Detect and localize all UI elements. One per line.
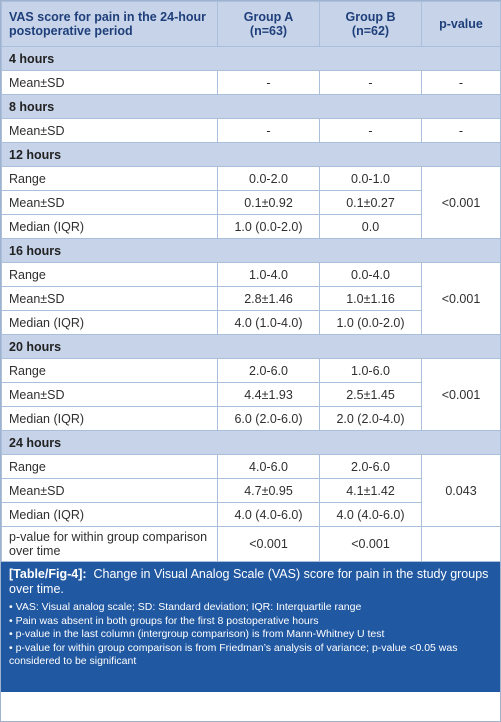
p-value-cell: 0.043 <box>421 454 501 527</box>
section-title: 16 hours <box>1 238 501 263</box>
group-b-value: - <box>319 70 422 95</box>
group-b-value: 2.0 (2.0-4.0) <box>319 406 422 431</box>
caption-notes: VAS: Visual analog scale; SD: Standard d… <box>9 601 492 669</box>
table-row: Mean±SD - - - <box>1 70 501 95</box>
table-row: Range 2.0-6.0 1.0-6.0 <0.001 <box>1 358 501 431</box>
table-row: Range 0.0-2.0 0.0-1.0 <0.001 <box>1 166 501 239</box>
group-a-value: - <box>217 70 320 95</box>
caption-title: [Table/Fig-4]: Change in Visual Analog S… <box>9 567 492 597</box>
row-label: Median (IQR) <box>1 406 218 431</box>
table-row: Mean±SD 4.4±1.93 2.5±1.45 <box>1 382 501 407</box>
p-value-cell: <0.001 <box>421 262 501 335</box>
caption-tag: [Table/Fig-4]: <box>9 567 87 581</box>
section-row: 24 hours <box>1 430 501 455</box>
group-a-value: 4.0-6.0 <box>217 454 320 479</box>
row-label: Mean±SD <box>1 118 218 143</box>
group-b-value: 0.0-4.0 <box>319 262 422 287</box>
section-title: 20 hours <box>1 334 501 359</box>
p-value-cell: <0.001 <box>421 166 501 239</box>
section-row: 16 hours <box>1 238 501 263</box>
p-value-cell: - <box>421 70 501 95</box>
table-row: Mean±SD 0.1±0.92 0.1±0.27 <box>1 190 501 215</box>
table-caption: [Table/Fig-4]: Change in Visual Analog S… <box>1 562 500 692</box>
header-group-a: Group A (n=63) <box>217 1 320 47</box>
section-title: 24 hours <box>1 430 501 455</box>
header-measure: VAS score for pain in the 24-hour postop… <box>1 1 218 47</box>
caption-note: p-value in the last column (intergroup c… <box>9 628 492 642</box>
row-label: Median (IQR) <box>1 214 218 239</box>
table-row: Mean±SD 2.8±1.46 1.0±1.16 <box>1 286 501 311</box>
caption-note: VAS: Visual analog scale; SD: Standard d… <box>9 601 492 615</box>
row-label: Range <box>1 262 218 287</box>
header-row: VAS score for pain in the 24-hour postop… <box>1 1 501 47</box>
group-b-value: 1.0±1.16 <box>319 286 422 311</box>
caption-note: p-value for within group comparison is f… <box>9 642 492 669</box>
group-a-value: 4.0 (4.0-6.0) <box>217 502 320 527</box>
group-b-value: 1.0-6.0 <box>319 358 422 383</box>
group-b-value: 2.0-6.0 <box>319 454 422 479</box>
row-label: Mean±SD <box>1 190 218 215</box>
group-b-value: 1.0 (0.0-2.0) <box>319 310 422 335</box>
row-label: Median (IQR) <box>1 310 218 335</box>
group-a-value: 4.4±1.93 <box>217 382 320 407</box>
group-a-value: 1.0-4.0 <box>217 262 320 287</box>
section-title: 12 hours <box>1 142 501 167</box>
row-label: Range <box>1 454 218 479</box>
within-group-b: <0.001 <box>319 526 422 562</box>
p-value-cell: - <box>421 118 501 143</box>
within-group-label: p-value for within group comparison over… <box>1 526 218 562</box>
section-row: 12 hours <box>1 142 501 167</box>
within-group-empty <box>421 526 501 562</box>
vas-table: VAS score for pain in the 24-hour postop… <box>1 1 501 562</box>
p-value-cell: <0.001 <box>421 358 501 431</box>
caption-note: Pain was absent in both groups for the f… <box>9 615 492 629</box>
row-label: Median (IQR) <box>1 502 218 527</box>
group-b-value: 0.0 <box>319 214 422 239</box>
row-label: Mean±SD <box>1 286 218 311</box>
group-a-value: 1.0 (0.0-2.0) <box>217 214 320 239</box>
table-body: 4 hours Mean±SD - - -8 hours Mean±SD - - -12 hou… <box>1 46 501 562</box>
section-title: 8 hours <box>1 94 501 119</box>
table-row: Median (IQR) 4.0 (1.0-4.0) 1.0 (0.0-2.0) <box>1 310 501 335</box>
row-label: Mean±SD <box>1 70 218 95</box>
section-row: 8 hours <box>1 94 501 119</box>
group-b-value: 4.1±1.42 <box>319 478 422 503</box>
table-row: Median (IQR) 1.0 (0.0-2.0) 0.0 <box>1 214 501 239</box>
group-a-value: 0.1±0.92 <box>217 190 320 215</box>
header-p-value: p-value <box>421 1 501 47</box>
table-row: Mean±SD 4.7±0.95 4.1±1.42 <box>1 478 501 503</box>
caption-text: Change in Visual Analog Scale (VAS) scor… <box>9 567 489 596</box>
table-row: Mean±SD - - - <box>1 118 501 143</box>
table-row: Median (IQR) 4.0 (4.0-6.0) 4.0 (4.0-6.0) <box>1 502 501 527</box>
group-b-value: 0.0-1.0 <box>319 166 422 191</box>
table-row: Range 4.0-6.0 2.0-6.0 0.043 <box>1 454 501 527</box>
group-b-value: - <box>319 118 422 143</box>
row-label: Mean±SD <box>1 478 218 503</box>
group-a-value: 2.0-6.0 <box>217 358 320 383</box>
group-a-value: 2.8±1.46 <box>217 286 320 311</box>
group-a-value: - <box>217 118 320 143</box>
table-row: Range 1.0-4.0 0.0-4.0 <0.001 <box>1 262 501 335</box>
row-label: Range <box>1 166 218 191</box>
group-b-value: 2.5±1.45 <box>319 382 422 407</box>
section-row: 4 hours <box>1 46 501 71</box>
within-group-row: p-value for within group comparison over… <box>1 526 501 562</box>
section-row: 20 hours <box>1 334 501 359</box>
group-b-value: 4.0 (4.0-6.0) <box>319 502 422 527</box>
group-a-value: 4.7±0.95 <box>217 478 320 503</box>
header-group-b: Group B (n=62) <box>319 1 422 47</box>
row-label: Mean±SD <box>1 382 218 407</box>
group-b-value: 0.1±0.27 <box>319 190 422 215</box>
group-a-value: 4.0 (1.0-4.0) <box>217 310 320 335</box>
group-a-value: 0.0-2.0 <box>217 166 320 191</box>
within-group-a: <0.001 <box>217 526 320 562</box>
section-title: 4 hours <box>1 46 501 71</box>
row-label: Range <box>1 358 218 383</box>
group-a-value: 6.0 (2.0-6.0) <box>217 406 320 431</box>
